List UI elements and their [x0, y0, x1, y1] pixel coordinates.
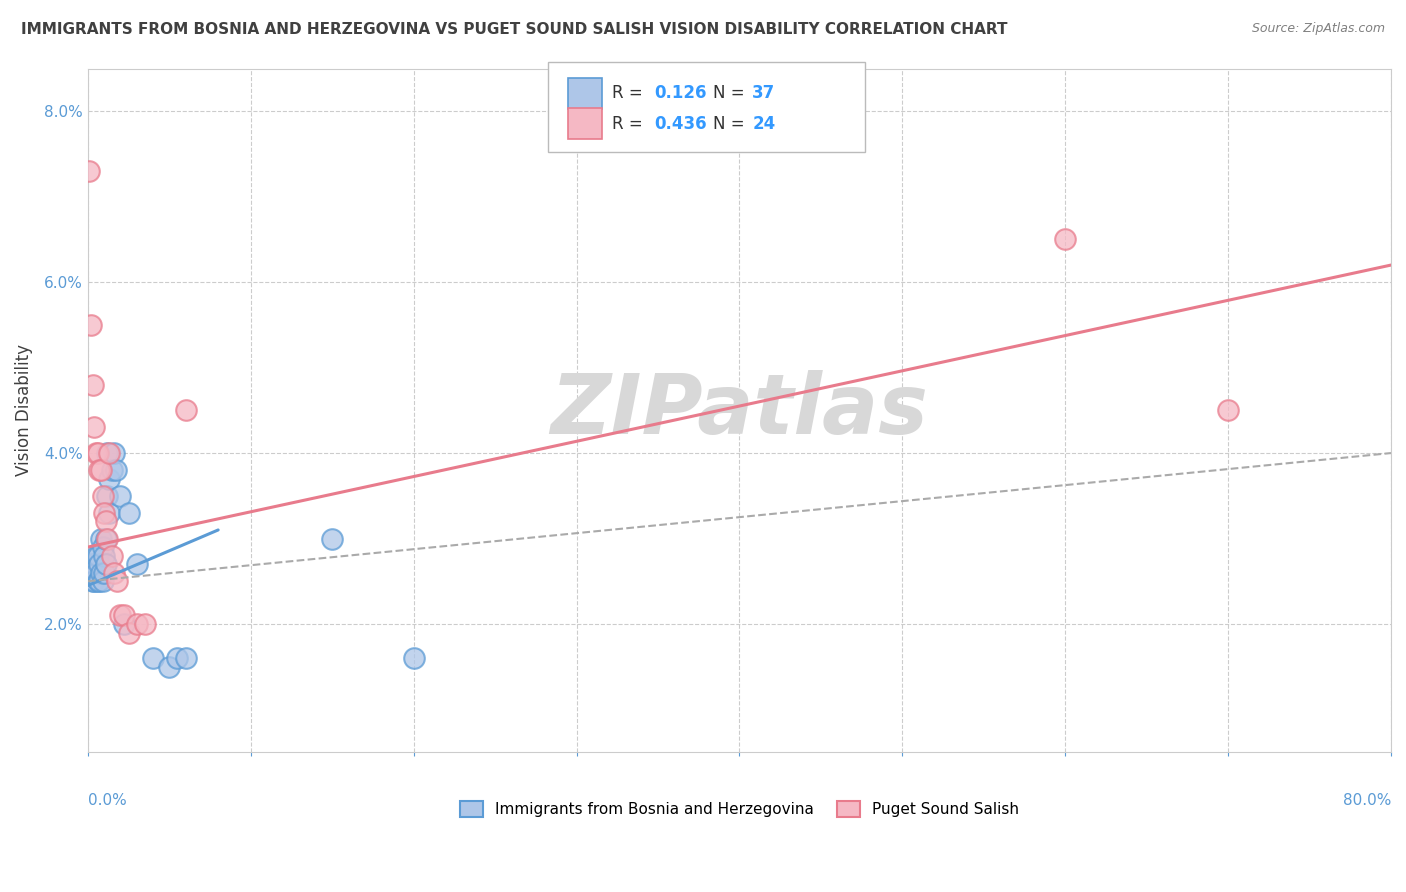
Point [117, 625, 139, 640]
Point [86, 549, 108, 563]
Text: IMMIGRANTS FROM BOSNIA AND HERZEGOVINA VS PUGET SOUND SALISH VISION DISABILITY C: IMMIGRANTS FROM BOSNIA AND HERZEGOVINA V… [21, 22, 1008, 37]
Text: 0.126: 0.126 [654, 84, 706, 103]
Point [402, 651, 425, 665]
Point [166, 651, 188, 665]
Point [96, 532, 118, 546]
Point [157, 659, 180, 673]
Point [84, 446, 107, 460]
Point [91, 540, 114, 554]
Point [321, 532, 343, 546]
Text: N =: N = [713, 84, 749, 103]
Text: 24: 24 [752, 114, 776, 133]
Point [91, 489, 114, 503]
Text: 0.0%: 0.0% [87, 793, 127, 808]
Point [110, 489, 132, 503]
Text: Source: ZipAtlas.com: Source: ZipAtlas.com [1251, 22, 1385, 36]
Point [112, 617, 135, 632]
Text: 80.0%: 80.0% [1343, 793, 1391, 808]
Point [125, 557, 148, 571]
Point [96, 489, 118, 503]
Point [101, 463, 124, 477]
Point [93, 566, 115, 580]
Text: R =: R = [612, 84, 648, 103]
Point [117, 506, 139, 520]
Point [82, 377, 104, 392]
Point [91, 574, 114, 589]
Point [89, 463, 111, 477]
Point [84, 566, 107, 580]
Point [93, 506, 115, 520]
Point [94, 557, 117, 571]
Legend: Immigrants from Bosnia and Herzegovina, Puget Sound Salish: Immigrants from Bosnia and Herzegovina, … [454, 795, 1025, 823]
Point [79, 164, 101, 178]
Point [174, 403, 197, 417]
Point [84, 549, 107, 563]
Point [93, 549, 115, 563]
Point [103, 566, 125, 580]
Point [98, 446, 121, 460]
Point [90, 532, 112, 546]
Point [94, 515, 117, 529]
Point [80, 318, 103, 332]
Point [142, 651, 165, 665]
Point [90, 566, 112, 580]
Point [86, 574, 108, 589]
Point [82, 557, 104, 571]
Text: R =: R = [612, 114, 648, 133]
Text: N =: N = [713, 114, 749, 133]
Point [104, 463, 127, 477]
Point [79, 557, 101, 571]
Text: ZIPatlas: ZIPatlas [551, 370, 928, 450]
Point [83, 420, 105, 434]
Point [90, 463, 112, 477]
Point [103, 446, 125, 460]
Point [101, 549, 124, 563]
Point [89, 574, 111, 589]
Text: 37: 37 [752, 84, 776, 103]
Point [98, 472, 121, 486]
Point [134, 617, 156, 632]
Point [86, 446, 108, 460]
Point [96, 446, 118, 460]
Point [80, 566, 103, 580]
Point [82, 574, 104, 589]
Point [83, 557, 105, 571]
Point [174, 651, 197, 665]
Point [110, 608, 132, 623]
Point [125, 617, 148, 632]
Y-axis label: Vision Disability: Vision Disability [15, 344, 32, 476]
Point [83, 574, 105, 589]
Point [1054, 232, 1077, 246]
Point [112, 608, 135, 623]
Point [1216, 403, 1239, 417]
Point [98, 506, 121, 520]
Point [94, 532, 117, 546]
Point [89, 557, 111, 571]
Text: 0.436: 0.436 [654, 114, 706, 133]
Point [105, 574, 128, 589]
